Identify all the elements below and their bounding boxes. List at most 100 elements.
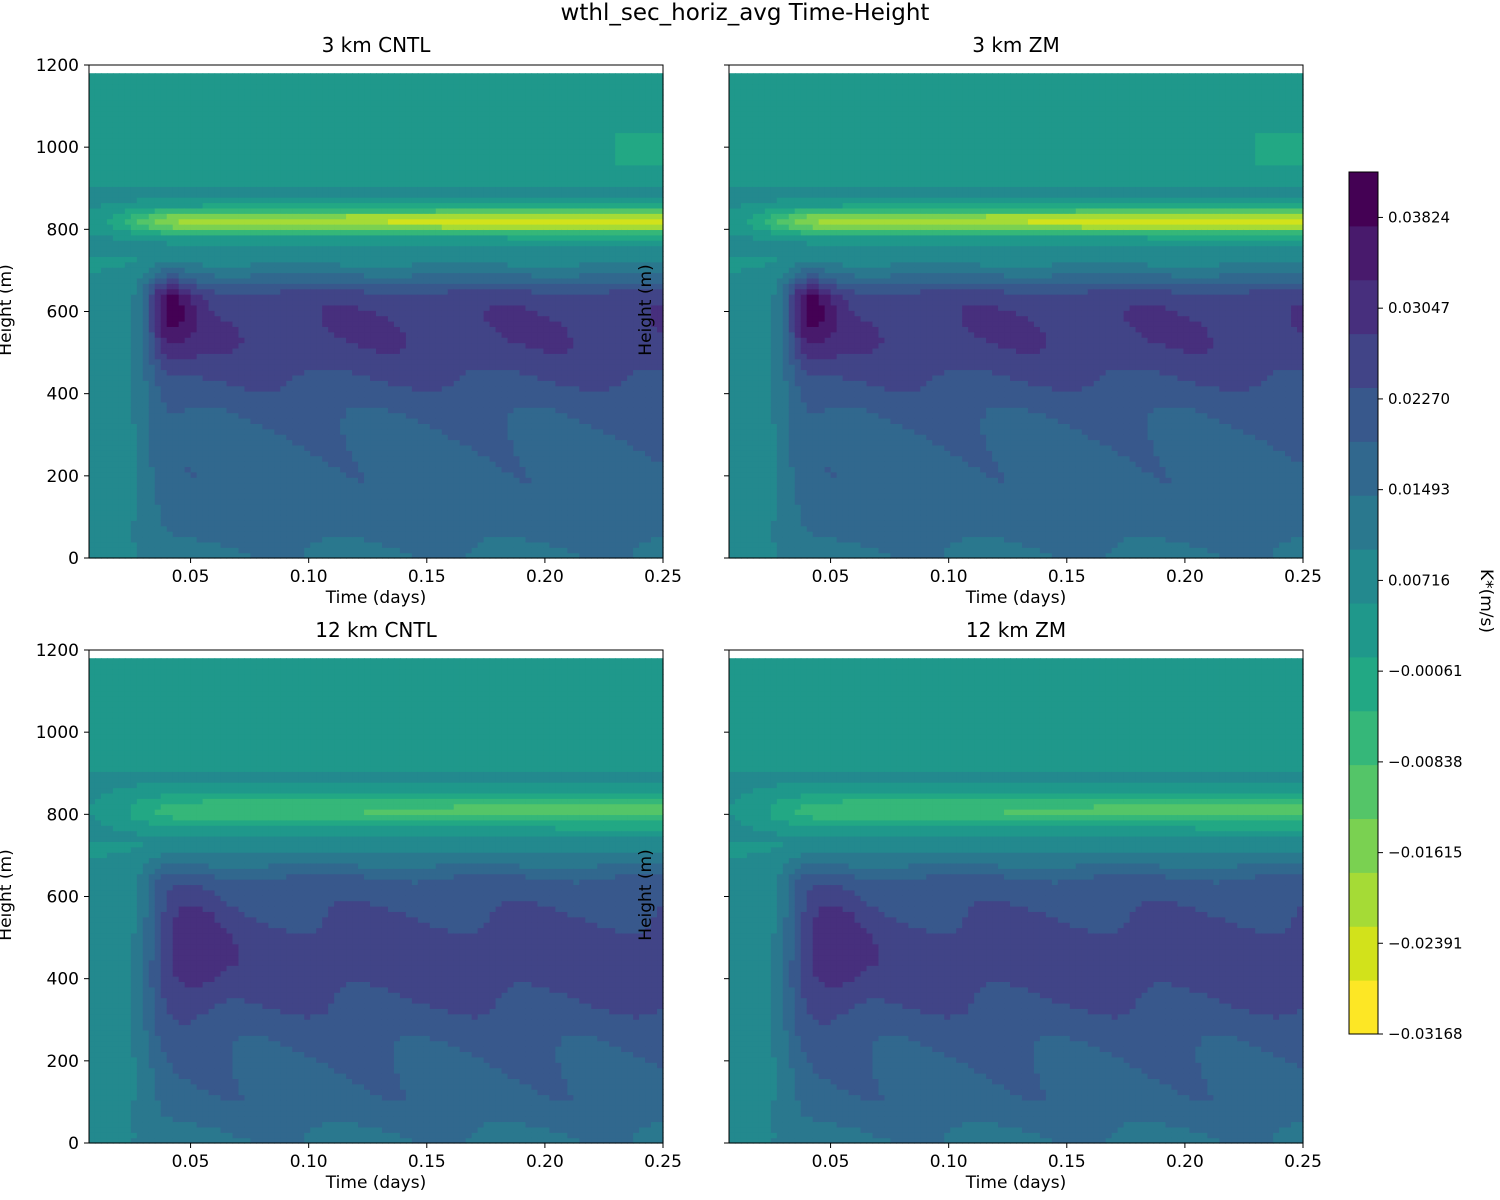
heatmap-cell: [191, 79, 198, 85]
heatmap-cell: [143, 488, 150, 494]
heatmap-cell: [149, 267, 156, 273]
heatmap-cell: [167, 510, 174, 516]
heatmap-cell: [227, 542, 234, 548]
heatmap-cell: [221, 423, 228, 429]
heatmap-cell: [310, 251, 317, 257]
heatmap-cell: [161, 396, 168, 402]
heatmap-cell: [137, 294, 144, 300]
heatmap-cell: [334, 84, 341, 90]
heatmap-cell: [95, 219, 102, 225]
heatmap-cell: [280, 267, 287, 273]
heatmap-cell: [161, 202, 168, 208]
heatmap-cell: [328, 138, 335, 144]
heatmap-cell: [382, 278, 389, 284]
heatmap-cell: [185, 262, 192, 268]
heatmap-cell: [221, 386, 228, 392]
heatmap-cell: [143, 192, 150, 198]
heatmap-cell: [185, 149, 192, 155]
heatmap-cell: [310, 407, 317, 413]
heatmap-cell: [268, 208, 275, 214]
heatmap-cell: [382, 149, 389, 155]
heatmap-cell: [149, 116, 156, 122]
heatmap-cell: [209, 499, 216, 505]
heatmap-cell: [167, 127, 174, 133]
heatmap-cell: [209, 380, 216, 386]
heatmap-cell: [268, 526, 275, 532]
heatmap-cell: [352, 138, 359, 144]
heatmap-cell: [364, 391, 371, 397]
heatmap-cell: [185, 267, 192, 273]
heatmap-cell: [119, 407, 126, 413]
heatmap-cell: [119, 181, 126, 187]
heatmap-cell: [167, 84, 174, 90]
heatmap-cell: [322, 202, 329, 208]
heatmap-cell: [340, 316, 347, 322]
heatmap-cell: [394, 450, 401, 456]
heatmap-cell: [179, 127, 186, 133]
heatmap-cell: [107, 305, 114, 311]
heatmap-cell: [227, 445, 234, 451]
heatmap-cell: [298, 423, 305, 429]
heatmap-cell: [346, 542, 353, 548]
heatmap-cell: [418, 321, 425, 327]
heatmap-cell: [394, 299, 401, 305]
heatmap-cell: [155, 310, 162, 316]
heatmap-cell: [197, 493, 204, 499]
heatmap-cell: [262, 456, 269, 462]
heatmap-cell: [197, 536, 204, 542]
heatmap-cell: [191, 89, 198, 95]
heatmap-cell: [304, 192, 311, 198]
heatmap-cell: [358, 289, 365, 295]
heatmap-cell: [161, 520, 168, 526]
heatmap-cell: [340, 170, 347, 176]
heatmap-cell: [358, 89, 365, 95]
heatmap-cell: [250, 483, 257, 489]
heatmap-cell: [406, 224, 413, 230]
heatmap-cell: [334, 348, 341, 354]
heatmap-cell: [304, 547, 311, 553]
heatmap-cell: [149, 321, 156, 327]
heatmap-cell: [143, 343, 150, 349]
heatmap-cell: [233, 208, 240, 214]
heatmap-cell: [221, 429, 228, 435]
heatmap-cell: [310, 197, 317, 203]
heatmap-cell: [406, 353, 413, 359]
heatmap-cell: [233, 483, 240, 489]
heatmap-cell: [161, 73, 168, 79]
heatmap-cell: [268, 73, 275, 79]
heatmap-cell: [89, 493, 96, 499]
heatmap-cell: [131, 289, 138, 295]
heatmap-cell: [197, 278, 204, 284]
heatmap-cell: [227, 369, 234, 375]
heatmap-cell: [412, 122, 419, 128]
heatmap-cell: [274, 95, 281, 101]
heatmap-cell: [143, 386, 150, 392]
heatmap-cell: [274, 289, 281, 295]
heatmap-cell: [89, 89, 96, 95]
heatmap-cell: [250, 316, 257, 322]
heatmap-cell: [328, 186, 335, 192]
heatmap-cell: [179, 289, 186, 295]
heatmap-cell: [155, 348, 162, 354]
heatmap-cell: [370, 413, 377, 419]
heatmap-cell: [292, 380, 299, 386]
heatmap-cell: [364, 531, 371, 537]
heatmap-cell: [185, 440, 192, 446]
heatmap-cell: [382, 213, 389, 219]
heatmap-cell: [113, 294, 120, 300]
heatmap-cell: [238, 353, 245, 359]
heatmap-cell: [161, 283, 168, 289]
heatmap-cell: [406, 326, 413, 332]
heatmap-cell: [155, 483, 162, 489]
heatmap-cell: [250, 202, 257, 208]
heatmap-cell: [340, 520, 347, 526]
heatmap-cell: [262, 423, 269, 429]
heatmap-cell: [233, 531, 240, 537]
heatmap-cell: [394, 353, 401, 359]
heatmap-cell: [173, 515, 180, 521]
heatmap-cell: [268, 488, 275, 494]
heatmap-cell: [101, 440, 108, 446]
heatmap-cell: [250, 337, 257, 343]
heatmap-cell: [125, 73, 132, 79]
heatmap-cell: [334, 138, 341, 144]
